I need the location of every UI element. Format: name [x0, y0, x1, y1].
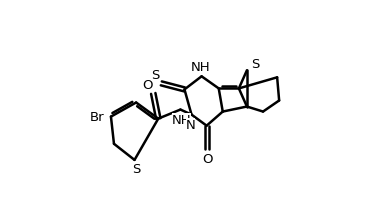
- Text: S: S: [132, 163, 141, 176]
- Text: N: N: [185, 118, 195, 131]
- Text: S: S: [151, 69, 159, 82]
- Text: Br: Br: [90, 111, 104, 124]
- Text: NH: NH: [172, 113, 191, 126]
- Text: O: O: [202, 153, 213, 166]
- Text: NH: NH: [191, 60, 210, 73]
- Text: S: S: [251, 57, 259, 70]
- Text: O: O: [142, 79, 152, 92]
